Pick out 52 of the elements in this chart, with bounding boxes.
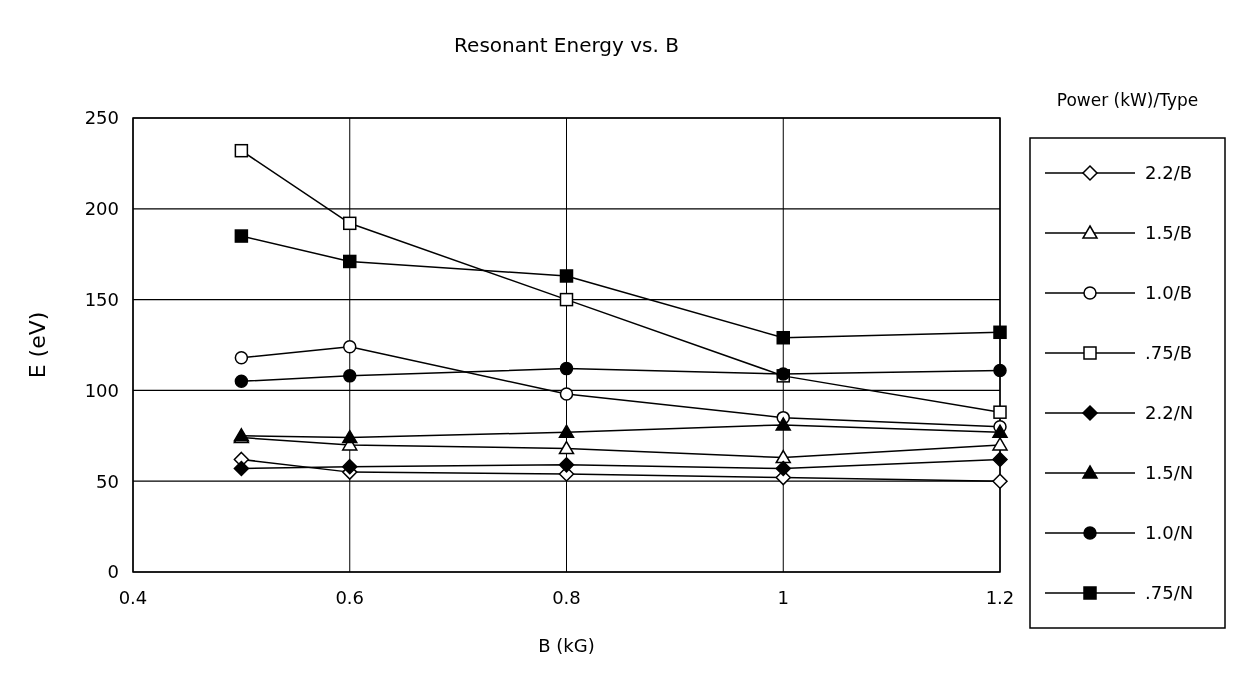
legend-label: 1.0/B <box>1145 282 1193 304</box>
x-tick-label: 0.8 <box>552 587 581 608</box>
point <box>234 374 249 389</box>
point <box>234 143 249 158</box>
y-tick-label: 200 <box>84 198 119 220</box>
point <box>343 254 357 269</box>
point <box>992 424 1008 438</box>
legend-label: 2.2/B <box>1145 162 1193 184</box>
point <box>775 417 791 431</box>
point <box>342 458 358 475</box>
y-tick-label: 250 <box>84 107 119 129</box>
y-tick-label: 50 <box>96 470 119 492</box>
legend-label: 1.0/N <box>1145 522 1194 544</box>
legend-label: .75/N <box>1145 582 1194 604</box>
legend-label: 2.2/N <box>1145 402 1194 424</box>
legend-title: Power (kW)/Type <box>1056 90 1199 110</box>
point <box>559 292 574 307</box>
point <box>776 330 790 345</box>
x-tick-label: 0.4 <box>118 587 148 608</box>
point <box>343 340 357 354</box>
point <box>343 216 357 231</box>
point <box>993 405 1007 419</box>
point <box>234 350 249 365</box>
point <box>558 424 575 438</box>
point <box>233 460 250 477</box>
point <box>992 473 1008 489</box>
point <box>234 229 249 243</box>
point <box>993 325 1007 340</box>
point <box>993 363 1007 378</box>
point <box>775 460 791 477</box>
point <box>343 369 357 383</box>
point <box>775 449 791 464</box>
x-tick-label: 0.6 <box>335 587 365 608</box>
x-tick-label: 1.2 <box>985 587 1015 608</box>
legend-label: 1.5/B <box>1145 222 1193 244</box>
point <box>559 269 574 283</box>
x-tick-label: 1 <box>777 587 789 608</box>
point <box>558 457 575 473</box>
point <box>342 429 358 444</box>
point <box>559 387 574 401</box>
chart-title: Resonant Energy vs. B <box>454 33 679 57</box>
legend-label: .75/B <box>1145 342 1193 364</box>
point <box>992 451 1008 468</box>
legend-label: 1.5/N <box>1145 462 1194 484</box>
point <box>558 440 575 455</box>
x-axis-title: B (kG) <box>538 635 595 656</box>
y-axis-title: E (eV) <box>25 311 50 379</box>
y-tick-label: 0 <box>107 561 119 583</box>
point <box>992 437 1008 451</box>
point <box>559 361 574 376</box>
y-tick-label: 100 <box>84 379 119 401</box>
y-tick-label: 150 <box>84 288 119 310</box>
